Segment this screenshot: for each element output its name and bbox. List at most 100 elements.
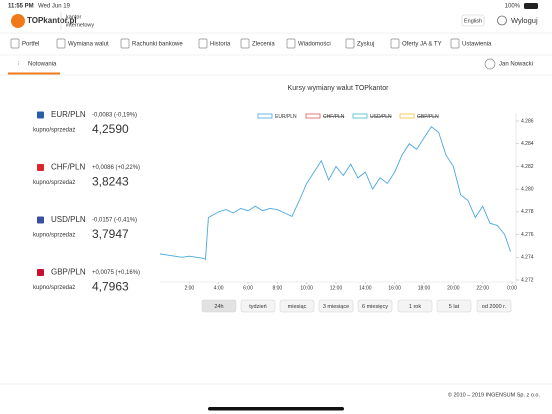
active-underline [8,72,60,75]
status-date: Wed Jun 19 [38,4,71,10]
logout-icon[interactable] [497,15,507,26]
subnav-icon[interactable]: ⫶ [18,60,20,67]
rate: 4,2590 [92,122,129,136]
logout-label[interactable]: Wyloguj [511,16,538,25]
range-label[interactable]: 6 miesięcy [362,304,388,310]
range-label[interactable]: 24h [214,304,223,310]
nav-icon[interactable] [198,38,208,49]
y-tick-label: 4.272 [521,277,534,283]
language-label[interactable]: English [464,18,482,24]
flag [37,111,44,119]
range-label[interactable]: 1 rok [409,304,421,310]
nav-item[interactable]: Zlecenia [252,42,275,48]
y-tick-label: 4.280 [521,186,534,192]
pair: CHF/PLN [51,163,85,172]
x-tick-label: 0:00 [507,285,517,291]
rate-label: kupno/sprzedaż [33,285,75,291]
y-tick-label: 4.286 [521,118,534,124]
nav-icon[interactable] [240,38,250,49]
status-battery: 100% [505,4,521,10]
nav-item[interactable]: Oferty JA & TY [402,42,442,48]
x-tick-label: 18:00 [418,285,431,291]
chart-title: Kursy wymiany walut TOPkantor [288,85,390,92]
rate-label: kupno/sprzedaż [33,128,75,134]
range-button[interactable] [240,299,276,313]
subnav-active[interactable]: Notowania [28,62,57,68]
legend-label[interactable]: CHF/PLN [323,114,345,120]
x-tick-label: 20:00 [447,285,460,291]
legend-label[interactable]: EUR/PLN [275,114,297,120]
change: -0,0157 (-0,41%) [92,218,137,224]
rate: 4,7963 [92,280,129,294]
range-button[interactable] [201,299,237,313]
nav-icon[interactable] [286,38,296,49]
range-label[interactable]: od 2000 r. [482,304,507,310]
flag [37,164,44,171]
nav-icon[interactable] [345,38,355,49]
nav-icon[interactable] [120,38,130,49]
nav-item[interactable]: Historia [210,42,231,48]
price-line [159,126,511,261]
range-button[interactable] [357,299,393,313]
range-label[interactable]: 5 lat [449,304,460,310]
nav-item[interactable]: Rachunki bankowe [132,42,183,48]
range-button[interactable] [436,299,472,313]
legend-label[interactable]: USD/PLN [370,114,392,120]
language-button[interactable] [461,14,485,27]
footer: © 2010 – 2019 INGENSUM Sp. z o.o. [448,391,541,398]
y-tick-label: 4.276 [521,232,534,238]
range-button[interactable] [397,299,433,313]
legend-label[interactable]: GBP/PLN [417,114,439,120]
y-tick-label: 4.282 [521,164,534,170]
nav-icon[interactable] [56,38,66,49]
tagline: kantor [66,14,81,20]
rate: 3,8243 [92,175,129,189]
rate: 3,7947 [92,227,129,241]
nav-item[interactable]: Ustawienia [462,42,492,48]
x-tick-label: 4:00 [214,285,224,291]
range-button[interactable] [318,299,354,313]
x-tick-label: 22:00 [476,285,489,291]
change: +0,0086 (+0,22%) [92,165,140,171]
nav-icon[interactable] [10,38,20,49]
x-tick-label: 8:00 [272,285,282,291]
status-time: 11:55 PM [8,4,34,10]
legend-swatch[interactable] [352,113,368,119]
nav-icon[interactable] [450,38,460,49]
nav-item[interactable]: Wiadomości [298,42,331,48]
nav-icon[interactable] [390,38,400,49]
nav-item[interactable]: Portfel [22,42,39,48]
logo-mark [11,14,25,28]
battery-icon [524,3,538,9]
x-tick-label: 14:00 [359,285,372,291]
range-label[interactable]: miesiąc [288,304,307,310]
legend-swatch[interactable] [257,113,273,119]
pair: EUR/PLN [51,110,86,119]
x-tick-label: 10:00 [300,285,313,291]
x-tick-label: 12:00 [330,285,343,291]
user-name[interactable]: Jan Nowacki [499,62,533,68]
nav-item[interactable]: Wymiana walut [68,42,109,48]
y-tick-label: 4.274 [521,255,534,261]
pair: GBP/PLN [51,268,86,277]
legend-swatch[interactable] [305,113,321,119]
range-button[interactable] [476,299,512,313]
legend-swatch[interactable] [399,113,415,119]
y-tick-label: 4.284 [521,141,534,147]
change: -0,0083 (-0,19%) [92,113,137,119]
range-label[interactable]: 3 miesiące [323,304,349,310]
flag [37,269,44,276]
user-icon[interactable] [484,58,496,70]
y-tick-label: 4.278 [521,209,534,215]
rate-label: kupno/sprzedaż [33,233,75,239]
range-label[interactable]: tydzień [249,304,266,310]
tagline: internetowy [66,22,94,28]
x-tick-label: 2:00 [184,285,194,291]
logo: TOPkantor.pl [27,16,77,25]
flag [37,216,44,224]
nav-item[interactable]: Zyskuj [357,42,374,48]
rate-label: kupno/sprzedaż [33,180,75,186]
range-button[interactable] [279,299,315,313]
